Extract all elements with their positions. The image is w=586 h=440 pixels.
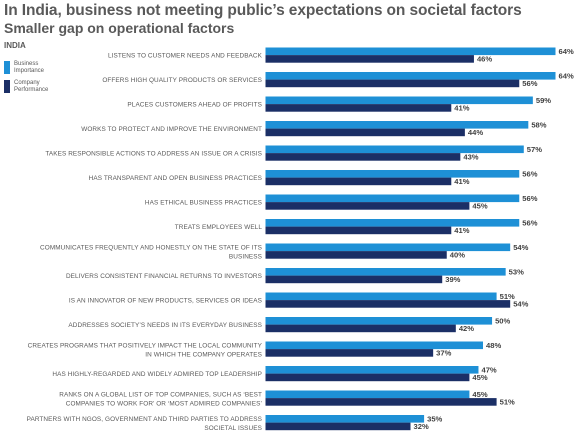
value-label-business-importance: 47% [481, 366, 496, 375]
value-label-company-performance: 41% [454, 104, 469, 113]
value-label-business-importance: 53% [509, 268, 524, 277]
value-label-business-importance: 35% [427, 415, 442, 424]
bar-business-importance [265, 47, 556, 56]
value-label-business-importance: 58% [531, 121, 546, 130]
category-label: DELIVERS CONSISTENT FINANCIAL RETURNS TO… [66, 273, 262, 280]
legend-item-company-performance: Company Performance [4, 80, 66, 94]
bar-company-performance [265, 251, 447, 259]
category-label: PLACES CUSTOMERS AHEAD OF PROFITS [127, 101, 262, 108]
value-label-company-performance: 32% [414, 422, 429, 431]
value-label-company-performance: 37% [436, 349, 451, 358]
bar-company-performance [265, 373, 470, 382]
bar-company-performance [265, 153, 461, 161]
category-label: COMMUNICATES FREQUENTLY AND HONESTLY ON … [40, 245, 262, 261]
value-label-business-importance: 45% [472, 390, 487, 399]
bar-company-performance [265, 398, 497, 406]
category-label: TAKES RESPONSIBLE ACTIONS TO ADDRESS AN … [45, 150, 262, 157]
value-label-company-performance: 45% [472, 373, 487, 382]
value-label-business-importance: 48% [486, 341, 501, 350]
bar-business-importance [265, 390, 470, 399]
category-label: RANKS ON A GLOBAL LIST OF TOP COMPANIES,… [59, 392, 262, 408]
value-label-business-importance: 59% [536, 96, 551, 105]
bar-business-importance [265, 72, 556, 80]
bar-company-performance [265, 128, 465, 137]
category-label: IS AN INNOVATOR OF NEW PRODUCTS, SERVICE… [69, 297, 262, 304]
bar-business-importance [265, 366, 479, 374]
bar-business-importance [265, 268, 506, 276]
value-label-business-importance: 64% [559, 72, 574, 81]
region-label: INDIA [4, 41, 26, 50]
legend-swatch-company-performance [4, 80, 10, 93]
value-label-business-importance: 51% [500, 292, 515, 301]
bar-business-importance [265, 96, 533, 105]
value-label-company-performance: 46% [477, 55, 492, 64]
category-label: TREATS EMPLOYEES WELL [175, 224, 263, 231]
bar-company-performance [265, 202, 470, 210]
legend-item-business-importance: Business Importance [4, 61, 66, 75]
value-label-company-performance: 43% [463, 153, 478, 162]
bar-company-performance [265, 226, 452, 235]
value-label-company-performance: 44% [468, 128, 483, 137]
value-label-business-importance: 56% [522, 170, 537, 179]
category-label: HAS ETHICAL BUSINESS PRACTICES [145, 199, 262, 206]
bar-company-performance [265, 349, 434, 357]
category-label: ADDRESSES SOCIETY’S NEEDS IN ITS EVERYDA… [68, 322, 262, 329]
legend-label-business-importance: Business Importance [14, 61, 45, 74]
value-label-company-performance: 41% [454, 226, 469, 235]
category-label: LISTENS TO CUSTOMER NEEDS AND FEEDBACK [108, 52, 263, 59]
value-label-company-performance: 41% [454, 177, 469, 186]
value-label-company-performance: 54% [513, 300, 528, 309]
value-label-company-performance: 56% [522, 79, 537, 88]
category-label: HAS TRANSPARENT AND OPEN BUSINESS PRACTI… [89, 175, 262, 182]
bar-business-importance [265, 243, 511, 252]
bar-company-performance [265, 104, 452, 112]
legend-label-company-performance: Company Performance [14, 80, 49, 93]
value-label-business-importance: 50% [495, 317, 510, 326]
bar-company-performance [265, 177, 452, 186]
category-label: HAS HIGHLY-REGARDED AND WIDELY ADMIRED T… [52, 371, 262, 378]
value-label-business-importance: 54% [513, 243, 528, 252]
value-label-business-importance: 57% [527, 145, 542, 154]
bar-business-importance [265, 292, 497, 301]
bar-business-importance [265, 415, 425, 423]
value-label-company-performance: 42% [459, 324, 474, 333]
bar-business-importance [265, 317, 493, 325]
value-label-company-performance: 51% [500, 398, 515, 407]
value-label-business-importance: 56% [522, 194, 537, 203]
value-label-company-performance: 39% [445, 275, 460, 284]
category-label: PARTNERS WITH NGOS, GOVERNMENT AND THIRD… [27, 416, 262, 432]
bar-company-performance [265, 275, 443, 284]
bar-business-importance [265, 121, 529, 129]
category-label: CREATES PROGRAMS THAT POSITIVELY IMPACT … [28, 343, 263, 359]
bar-company-performance [265, 422, 411, 431]
bar-business-importance [265, 219, 520, 227]
category-label: OFFERS HIGH QUALITY PRODUCTS OR SERVICES [102, 77, 262, 84]
bar-business-importance [265, 170, 520, 178]
bar-business-importance [265, 194, 520, 203]
bar-company-performance [265, 79, 520, 88]
value-label-company-performance: 45% [472, 202, 487, 211]
bar-business-importance [265, 145, 524, 154]
chart-subtitle: Smaller gap on operational factors [4, 20, 235, 36]
bar-business-importance [265, 341, 483, 350]
category-label: WORKS TO PROTECT AND IMPROVE THE ENVIRON… [81, 126, 262, 133]
bar-company-performance [265, 300, 511, 308]
value-label-business-importance: 56% [522, 219, 537, 228]
legend-swatch-business-importance [4, 61, 10, 74]
value-label-company-performance: 40% [450, 251, 465, 260]
chart-title: In India, business not meeting public’s … [4, 2, 522, 19]
value-label-business-importance: 64% [559, 47, 574, 56]
bar-company-performance [265, 324, 456, 333]
bar-company-performance [265, 55, 474, 63]
